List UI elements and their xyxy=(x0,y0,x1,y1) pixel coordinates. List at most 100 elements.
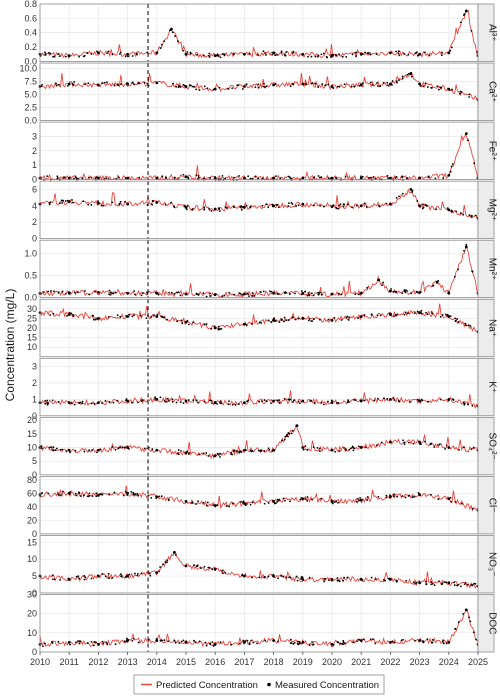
measured-point xyxy=(287,319,290,321)
measured-point xyxy=(275,175,277,177)
predicted-series-line xyxy=(39,133,479,181)
measured-point xyxy=(450,165,453,168)
measured-point xyxy=(101,493,104,496)
measured-point xyxy=(72,83,75,86)
measured-point xyxy=(279,177,282,180)
measured-point xyxy=(463,583,466,586)
measured-point xyxy=(370,313,373,316)
measured-point xyxy=(262,50,265,53)
measured-point xyxy=(454,317,457,320)
measured-point xyxy=(283,316,286,319)
measured-point xyxy=(297,204,300,207)
measured-point xyxy=(293,641,296,644)
measured-point xyxy=(195,503,198,505)
measured-point xyxy=(107,577,110,579)
measured-point xyxy=(128,447,130,450)
measured-point xyxy=(90,204,93,206)
measured-point xyxy=(103,81,106,84)
measured-point xyxy=(143,81,146,84)
measured-point xyxy=(100,204,103,207)
measured-point xyxy=(330,401,334,405)
measured-point xyxy=(274,82,277,85)
measured-point xyxy=(326,56,329,59)
measured-point xyxy=(442,642,445,645)
measured-point xyxy=(389,397,392,401)
measured-point xyxy=(358,84,361,87)
measured-point xyxy=(52,312,55,315)
measured-point xyxy=(248,642,251,644)
measured-point xyxy=(214,176,216,178)
measured-point xyxy=(416,398,419,401)
measured-point xyxy=(449,170,452,173)
measured-point xyxy=(209,399,211,402)
measured-point xyxy=(376,82,378,84)
measured-point xyxy=(426,313,429,316)
measured-point xyxy=(419,290,421,293)
measured-point xyxy=(320,497,323,500)
measured-point xyxy=(455,210,458,213)
measured-point xyxy=(213,504,217,507)
panel-strip xyxy=(477,594,495,653)
measured-point xyxy=(140,572,143,575)
measured-point xyxy=(74,641,77,644)
measured-point xyxy=(101,402,104,405)
panel-strip-label: Fe²⁺ xyxy=(487,141,498,161)
measured-point xyxy=(168,291,171,294)
measured-point xyxy=(251,292,254,294)
measured-point xyxy=(398,54,401,57)
measured-point xyxy=(83,450,86,453)
measured-point xyxy=(437,279,440,282)
measured-point xyxy=(91,495,94,498)
measured-point xyxy=(352,449,355,452)
measured-point xyxy=(71,199,73,201)
measured-point xyxy=(166,559,169,562)
measured-point xyxy=(97,493,100,497)
measured-point xyxy=(450,500,453,503)
measured-point xyxy=(67,82,71,86)
measured-point xyxy=(119,51,122,54)
panel-10: 0 10 20 30 DOC xyxy=(27,590,498,657)
measured-point xyxy=(231,453,234,456)
measured-point xyxy=(461,502,463,505)
measured-point xyxy=(192,399,195,402)
measured-point xyxy=(220,402,223,405)
measured-point xyxy=(58,83,60,86)
measured-point xyxy=(111,53,114,56)
measured-point xyxy=(73,403,76,406)
measured-point xyxy=(271,205,274,208)
measured-point xyxy=(466,583,469,586)
measured-point xyxy=(55,82,57,85)
measured-point xyxy=(214,401,216,403)
measured-point xyxy=(74,291,76,294)
measured-point xyxy=(67,401,71,405)
measured-point xyxy=(331,500,334,503)
measured-point xyxy=(404,290,407,293)
measured-point xyxy=(314,55,317,58)
measured-point xyxy=(170,201,172,204)
measured-point xyxy=(102,204,104,207)
measured-point xyxy=(418,311,421,315)
measured-point xyxy=(88,293,91,296)
measured-point xyxy=(74,176,77,178)
measured-point xyxy=(108,293,110,296)
measured-point xyxy=(468,96,471,98)
measured-point xyxy=(357,293,360,296)
measured-point xyxy=(319,291,322,294)
measured-point xyxy=(310,82,313,85)
measured-point xyxy=(243,176,246,180)
measured-point xyxy=(447,581,451,585)
measured-point xyxy=(59,494,62,496)
measured-point xyxy=(249,503,252,506)
measured-point xyxy=(416,200,419,202)
measured-point xyxy=(133,290,136,292)
measured-point xyxy=(466,403,469,406)
measured-point xyxy=(216,452,219,455)
measured-point xyxy=(446,207,449,210)
measured-point xyxy=(468,93,471,96)
measured-point xyxy=(213,207,217,211)
y-tick-label: 7.5 xyxy=(24,76,37,86)
measured-point xyxy=(361,53,364,55)
measured-point xyxy=(289,638,292,641)
measured-point xyxy=(267,502,270,504)
